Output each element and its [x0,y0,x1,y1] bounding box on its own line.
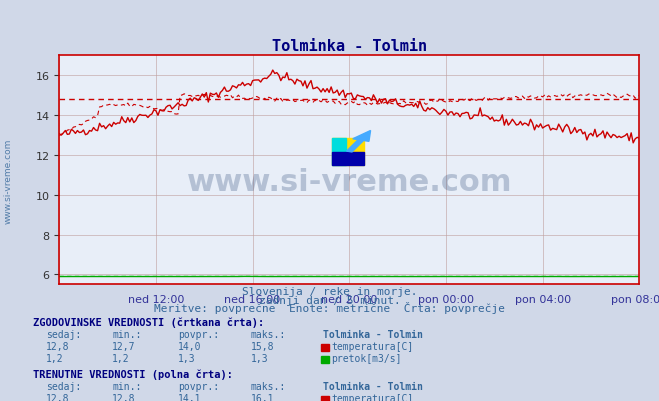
Text: maks.:: maks.: [250,381,285,391]
Text: www.si-vreme.com: www.si-vreme.com [3,138,13,223]
Text: 1,3: 1,3 [250,353,268,363]
Text: 1,2: 1,2 [112,353,130,363]
Text: min.:: min.: [112,381,142,391]
Text: 16,1: 16,1 [250,393,274,401]
Text: 14,1: 14,1 [178,393,202,401]
Text: 12,8: 12,8 [46,393,70,401]
Text: 1,3: 1,3 [178,353,196,363]
Text: www.si-vreme.com: www.si-vreme.com [186,167,512,196]
Text: min.:: min.: [112,329,142,339]
Text: sedaj:: sedaj: [46,329,81,339]
Bar [332,138,347,166]
Text: 12,7: 12,7 [112,341,136,351]
Text: 12,8: 12,8 [46,341,70,351]
Text: 1,2: 1,2 [46,353,64,363]
Text: Meritve: povprečne  Enote: metrične  Črta: povprečje: Meritve: povprečne Enote: metrične Črta:… [154,301,505,313]
Text: Slovenija / reke in morje.: Slovenija / reke in morje. [242,287,417,297]
Text: TRENUTNE VREDNOSTI (polna črta):: TRENUTNE VREDNOSTI (polna črta): [33,369,233,379]
Text: 14,0: 14,0 [178,341,202,351]
Text: 15,8: 15,8 [250,341,274,351]
Bar [332,138,364,166]
Title: Tolminka - Tolmin: Tolminka - Tolmin [272,38,427,54]
FancyArrow shape [347,131,370,152]
Text: pretok[m3/s]: pretok[m3/s] [331,353,402,363]
Text: ZGODOVINSKE VREDNOSTI (črtkana črta):: ZGODOVINSKE VREDNOSTI (črtkana črta): [33,316,264,327]
Text: temperatura[C]: temperatura[C] [331,393,414,401]
Text: zadnji dan / 5 minut.: zadnji dan / 5 minut. [258,295,401,305]
Text: temperatura[C]: temperatura[C] [331,341,414,351]
Text: Tolminka - Tolmin: Tolminka - Tolmin [323,381,423,391]
Bar [332,152,364,166]
Text: Tolminka - Tolmin: Tolminka - Tolmin [323,329,423,339]
Text: 12,8: 12,8 [112,393,136,401]
Text: sedaj:: sedaj: [46,381,81,391]
Text: maks.:: maks.: [250,329,285,339]
Text: povpr.:: povpr.: [178,381,219,391]
Text: povpr.:: povpr.: [178,329,219,339]
